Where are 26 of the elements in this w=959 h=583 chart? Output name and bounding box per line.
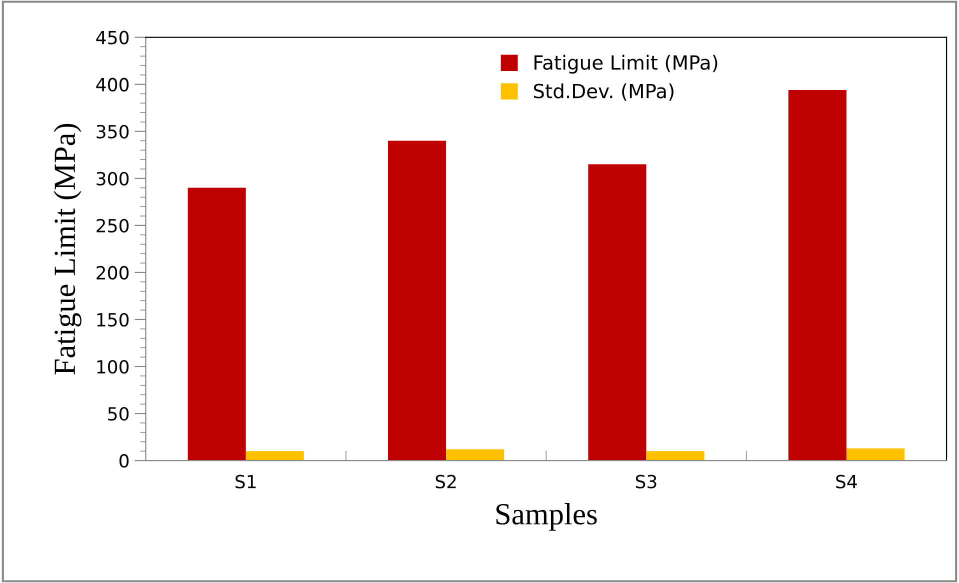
bar [388, 140, 446, 461]
y-tick-label: 450 [96, 30, 129, 44]
y-tick-label: 0 [120, 454, 129, 468]
y-axis-title: Fatigue Limit (MPa) [54, 124, 82, 375]
x-tick-label: S3 [636, 474, 656, 488]
x-tick-label: S4 [836, 474, 857, 488]
bar [846, 448, 904, 461]
y-tick-label: 150 [97, 312, 129, 327]
x-tick-label: S2 [436, 474, 456, 488]
bar [188, 188, 246, 461]
y-tick-label: 300 [96, 172, 129, 186]
y-tick-label: 250 [96, 218, 129, 233]
bar [646, 451, 704, 461]
bar [446, 449, 504, 461]
y-tick-label: 400 [96, 78, 129, 92]
legend-label: Fatigue Limit (MPa) [534, 54, 718, 74]
bar [588, 164, 646, 461]
y-tick-label: 350 [96, 124, 129, 138]
x-tick-label: S1 [236, 474, 256, 488]
bar [246, 451, 304, 461]
y-tick-label: 100 [97, 360, 129, 374]
legend-label: Std.Dev. (MPa) [534, 83, 674, 101]
y-tick-label: 50 [108, 407, 129, 421]
x-axis-title: Samples [496, 503, 597, 531]
y-tick-label: 200 [96, 266, 129, 280]
bar [788, 90, 846, 461]
